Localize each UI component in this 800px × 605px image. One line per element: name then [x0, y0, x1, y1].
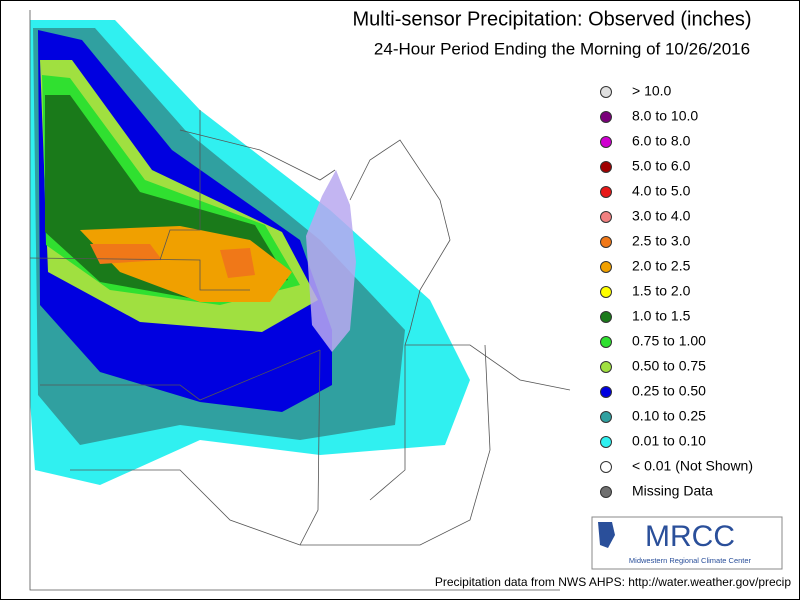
legend-label: Missing Data — [632, 483, 713, 499]
state-line — [29, 257, 250, 291]
legend-swatch — [600, 286, 612, 298]
logo-icon — [598, 522, 615, 548]
map-subtitle: 24-Hour Period Ending the Morning of 10/… — [374, 39, 750, 58]
legend-label: 2.0 to 2.5 — [632, 258, 691, 274]
precip-area — [220, 248, 255, 278]
map-title: Multi-sensor Precipitation: Observed (in… — [352, 8, 751, 30]
state-line — [369, 345, 406, 501]
legend-label: 0.75 to 1.00 — [632, 333, 706, 349]
state-line — [349, 139, 451, 346]
logo-box — [591, 516, 783, 570]
legend-label: < 0.01 (Not Shown) — [632, 458, 753, 474]
legend-swatch — [600, 436, 612, 448]
state-line — [179, 129, 336, 181]
legend-swatch — [600, 461, 612, 473]
state-line — [70, 469, 301, 546]
legend-label: 6.0 to 8.0 — [632, 133, 691, 149]
legend-label: 0.50 to 0.75 — [632, 358, 706, 374]
legend-label: 8.0 to 10.0 — [632, 108, 698, 124]
legend-swatch — [600, 411, 612, 423]
region-edge — [29, 10, 560, 591]
logo-full-name: Midwestern Regional Climate Center — [629, 556, 752, 565]
legend-label: 3.0 to 4.0 — [632, 208, 691, 224]
legend-label: > 10.0 — [632, 83, 672, 99]
legend-label: 4.0 to 5.0 — [632, 183, 691, 199]
precip-areas — [30, 20, 470, 485]
legend-swatch — [600, 136, 612, 148]
state-line — [40, 349, 321, 401]
logo-name: MRCC — [645, 520, 735, 553]
legend-swatch — [600, 111, 612, 123]
legend-swatch — [600, 336, 612, 348]
legend-swatch — [600, 186, 612, 198]
legend-label: 2.5 to 3.0 — [632, 233, 691, 249]
legend-label: 5.0 to 6.0 — [632, 158, 691, 174]
legend-swatch — [600, 86, 612, 98]
legend-label: 0.01 to 0.10 — [632, 433, 706, 449]
state-line — [299, 349, 321, 546]
legend-swatch — [600, 361, 612, 373]
legend-swatch — [600, 211, 612, 223]
legend-swatch — [600, 386, 612, 398]
legend-swatch — [600, 261, 612, 273]
source-note: Precipitation data from NWS AHPS: http:/… — [435, 575, 791, 589]
state-line — [159, 110, 201, 261]
legend-label: 0.25 to 0.50 — [632, 383, 706, 399]
legend: > 10.0 8.0 to 10.0 6.0 to 8.0 5.0 to 6.0 4.0… — [600, 83, 753, 499]
state-line — [300, 344, 491, 546]
legend-swatch — [600, 311, 612, 323]
state-boundaries — [29, 10, 571, 591]
legend-label: 1.0 to 1.5 — [632, 308, 691, 324]
state-line — [405, 344, 571, 391]
legend-swatch — [600, 486, 612, 498]
lake-michigan — [306, 170, 356, 352]
legend-swatch — [600, 161, 612, 173]
legend-swatch — [600, 236, 612, 248]
legend-label: 0.10 to 0.25 — [632, 408, 706, 424]
legend-label: 1.5 to 2.0 — [632, 283, 691, 299]
